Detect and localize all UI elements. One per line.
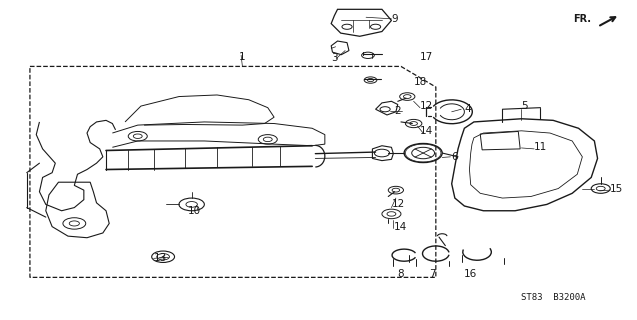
Text: 14: 14: [420, 126, 433, 136]
Text: 5: 5: [522, 101, 528, 111]
Text: 17: 17: [420, 52, 433, 62]
Text: 6: 6: [452, 152, 458, 162]
Text: 8: 8: [397, 269, 404, 279]
Text: FR.: FR.: [573, 14, 591, 24]
Text: 13: 13: [154, 253, 167, 263]
Text: 7: 7: [429, 269, 436, 279]
Text: 1: 1: [239, 52, 246, 62]
Text: 14: 14: [393, 222, 406, 232]
Text: 11: 11: [534, 142, 547, 152]
Text: ST83  B3200A: ST83 B3200A: [521, 293, 585, 302]
Text: 9: 9: [391, 14, 398, 24]
Text: 3: 3: [331, 53, 338, 63]
Text: 15: 15: [610, 184, 624, 194]
Text: 4: 4: [464, 104, 471, 114]
Text: 10: 10: [189, 206, 201, 216]
Text: 18: 18: [413, 77, 427, 87]
Text: 2: 2: [394, 106, 401, 116]
Text: 12: 12: [420, 101, 433, 111]
Text: 12: 12: [391, 199, 404, 209]
Text: 16: 16: [464, 269, 477, 279]
